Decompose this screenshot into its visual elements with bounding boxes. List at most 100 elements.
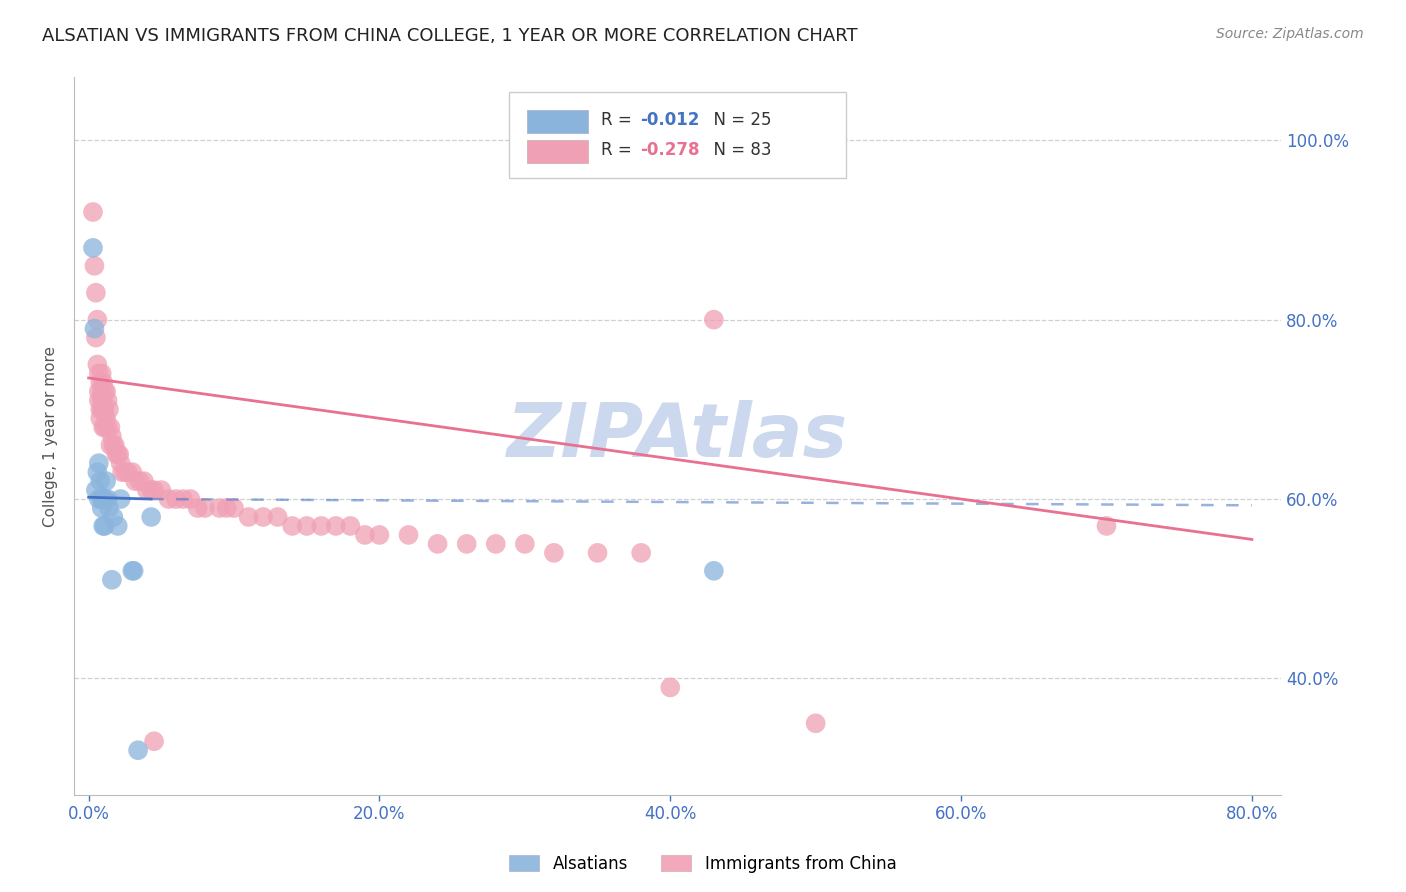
Point bbox=[703, 564, 725, 578]
Point bbox=[91, 420, 114, 434]
FancyBboxPatch shape bbox=[527, 110, 589, 133]
Point bbox=[325, 519, 347, 533]
Point bbox=[93, 519, 115, 533]
Point bbox=[89, 411, 111, 425]
Point bbox=[141, 483, 163, 497]
Point bbox=[110, 456, 132, 470]
Point bbox=[1095, 519, 1118, 533]
Point bbox=[117, 465, 139, 479]
Point bbox=[659, 681, 682, 695]
Text: ALSATIAN VS IMMIGRANTS FROM CHINA COLLEGE, 1 YEAR OR MORE CORRELATION CHART: ALSATIAN VS IMMIGRANTS FROM CHINA COLLEG… bbox=[42, 27, 858, 45]
Text: ZIPAtlas: ZIPAtlas bbox=[508, 400, 848, 473]
Point bbox=[84, 483, 107, 497]
Point bbox=[339, 519, 361, 533]
Point bbox=[157, 491, 180, 506]
Point bbox=[90, 402, 112, 417]
Point bbox=[132, 474, 155, 488]
Point bbox=[100, 438, 122, 452]
Point bbox=[194, 501, 217, 516]
Point bbox=[89, 402, 111, 417]
Point bbox=[83, 321, 105, 335]
Point bbox=[91, 519, 114, 533]
Point bbox=[215, 501, 238, 516]
Point bbox=[127, 743, 149, 757]
Point bbox=[94, 384, 117, 399]
Point bbox=[108, 447, 131, 461]
Point bbox=[96, 420, 118, 434]
Point bbox=[90, 384, 112, 399]
Point bbox=[124, 474, 146, 488]
Point bbox=[485, 537, 508, 551]
Point bbox=[703, 312, 725, 326]
Point bbox=[128, 474, 150, 488]
Point bbox=[91, 376, 114, 390]
Point bbox=[98, 501, 121, 516]
Point bbox=[143, 483, 166, 497]
Point bbox=[87, 384, 110, 399]
Point bbox=[93, 384, 115, 399]
Point bbox=[354, 528, 377, 542]
Point bbox=[426, 537, 449, 551]
Point bbox=[87, 367, 110, 381]
Point bbox=[93, 420, 115, 434]
Point bbox=[82, 241, 104, 255]
Point bbox=[96, 393, 118, 408]
Point bbox=[91, 491, 114, 506]
Point bbox=[93, 402, 115, 417]
Point bbox=[87, 491, 110, 506]
Point bbox=[93, 491, 115, 506]
Text: -0.278: -0.278 bbox=[640, 141, 700, 159]
Point bbox=[281, 519, 304, 533]
Point bbox=[86, 312, 108, 326]
Point bbox=[89, 376, 111, 390]
Point bbox=[630, 546, 652, 560]
Point bbox=[150, 483, 173, 497]
Point bbox=[266, 510, 288, 524]
FancyBboxPatch shape bbox=[527, 140, 589, 163]
Point bbox=[98, 402, 121, 417]
Point bbox=[94, 474, 117, 488]
Point bbox=[456, 537, 478, 551]
Point bbox=[121, 465, 143, 479]
Point bbox=[368, 528, 391, 542]
Point bbox=[208, 501, 231, 516]
Point bbox=[82, 205, 104, 219]
Point bbox=[238, 510, 260, 524]
Point bbox=[804, 716, 827, 731]
Point bbox=[141, 510, 163, 524]
Point bbox=[89, 474, 111, 488]
Point bbox=[91, 402, 114, 417]
Point bbox=[101, 429, 124, 443]
Point bbox=[96, 491, 118, 506]
Point bbox=[100, 420, 122, 434]
Point bbox=[84, 285, 107, 300]
Point bbox=[172, 491, 194, 506]
Point bbox=[104, 438, 127, 452]
Text: -0.012: -0.012 bbox=[640, 112, 700, 129]
Text: R =: R = bbox=[600, 112, 637, 129]
Point bbox=[586, 546, 609, 560]
Point bbox=[252, 510, 274, 524]
Point bbox=[107, 519, 129, 533]
Y-axis label: College, 1 year or more: College, 1 year or more bbox=[44, 346, 58, 527]
Point bbox=[86, 358, 108, 372]
Point bbox=[513, 537, 536, 551]
Text: N = 25: N = 25 bbox=[703, 112, 772, 129]
Point bbox=[187, 501, 209, 516]
Point bbox=[101, 573, 124, 587]
Text: Source: ZipAtlas.com: Source: ZipAtlas.com bbox=[1216, 27, 1364, 41]
Point bbox=[103, 438, 125, 452]
Point bbox=[295, 519, 318, 533]
Point bbox=[143, 734, 166, 748]
Text: R =: R = bbox=[600, 141, 637, 159]
Point bbox=[114, 465, 136, 479]
Point bbox=[135, 483, 157, 497]
Point bbox=[165, 491, 187, 506]
Point bbox=[86, 465, 108, 479]
Point bbox=[107, 447, 129, 461]
Point bbox=[122, 564, 145, 578]
Point bbox=[103, 510, 125, 524]
Point bbox=[83, 259, 105, 273]
Point bbox=[110, 491, 132, 506]
Point bbox=[311, 519, 333, 533]
